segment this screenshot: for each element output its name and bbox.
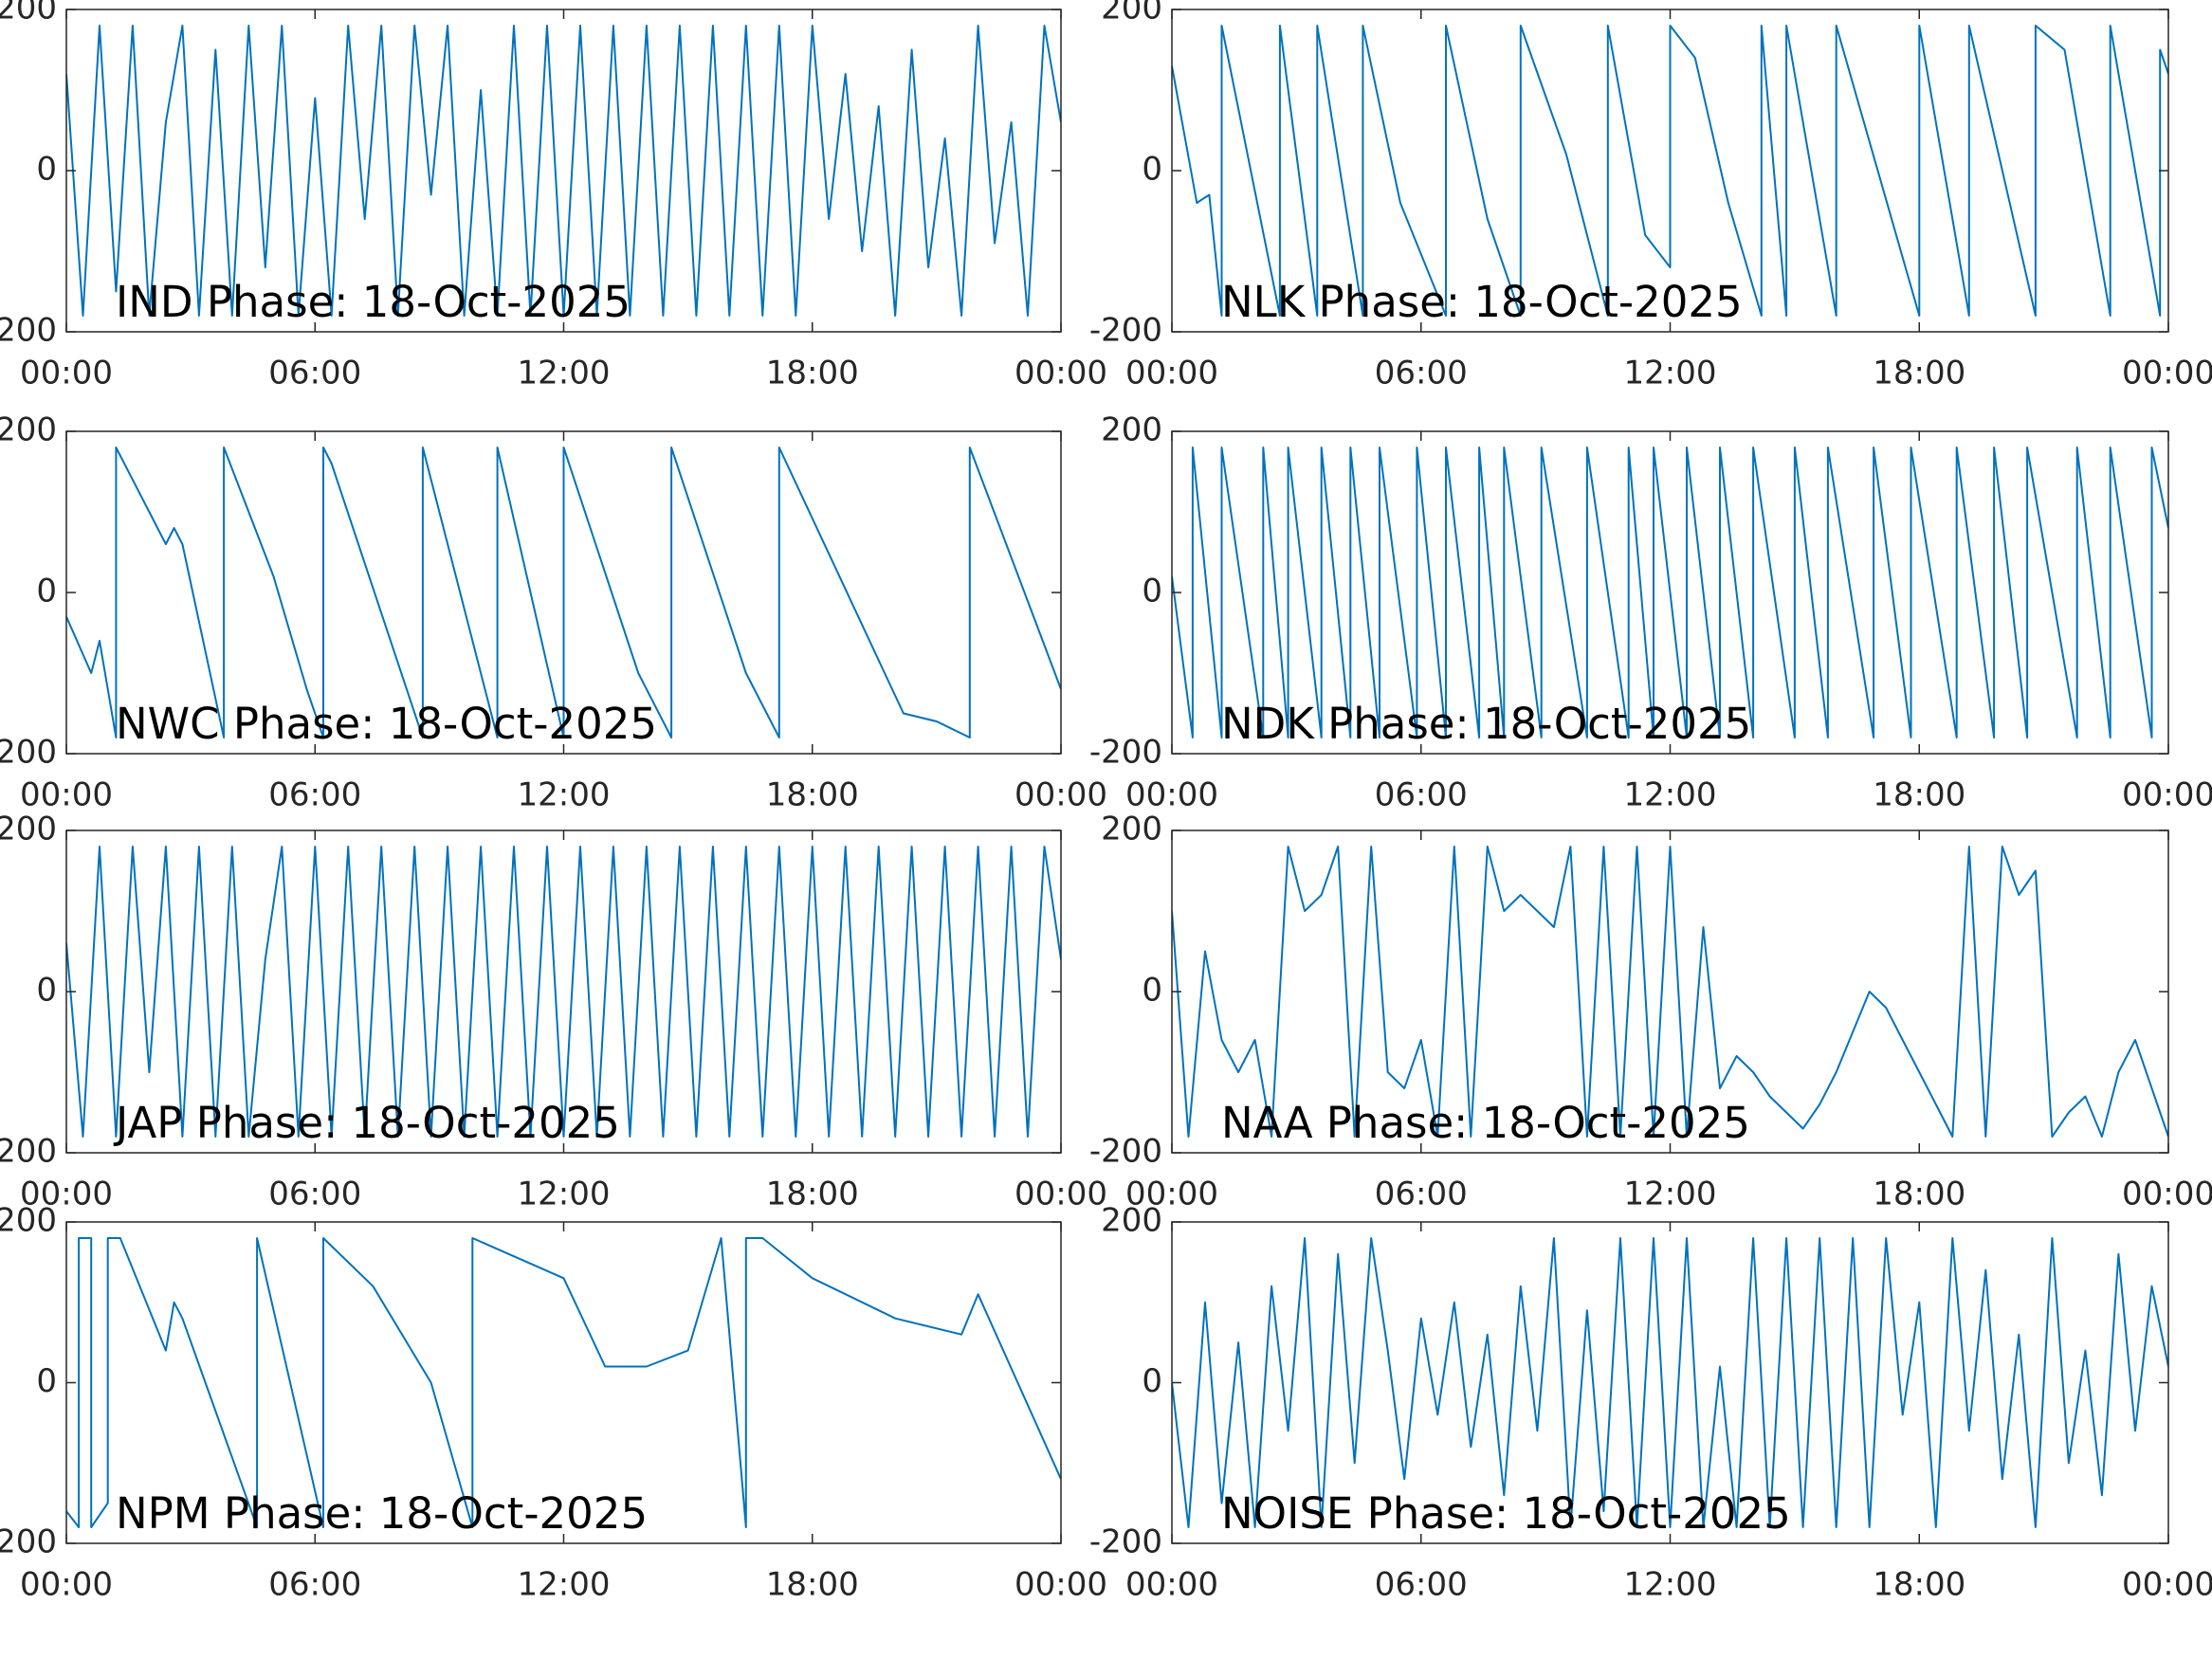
panel-title: NAA Phase: 18-Oct-2025 [1221,1098,1750,1148]
y-tick-label: -200 [0,312,57,350]
plot-area [66,846,1061,1138]
phase-line [66,447,1061,738]
y-tick-label: 0 [36,151,57,189]
x-tick-label: 00:00 [1125,355,1218,392]
x-tick-label: 12:00 [1624,776,1717,814]
plot-area [1172,25,2168,317]
phase-line [66,846,1061,1138]
y-tick-label: 200 [1101,411,1162,449]
x-tick-label: 12:00 [518,1176,611,1213]
x-tick-label: 00:00 [1125,1566,1218,1604]
y-tick-label: 0 [36,573,57,611]
y-tick-label: 200 [0,411,57,449]
x-tick-label: 00:00 [1015,776,1107,814]
plot-area [66,447,1061,738]
x-tick-label: 18:00 [766,1176,859,1213]
y-tick-label: 0 [36,1362,57,1400]
plot-area [1172,447,2168,738]
y-tick-label: -200 [1089,1523,1162,1561]
x-tick-label: 00:00 [2122,776,2212,814]
phase-line [66,25,1061,317]
panel-title: NLK Phase: 18-Oct-2025 [1221,277,1743,327]
plot-area [1172,846,2168,1138]
x-tick-label: 00:00 [20,1566,113,1604]
x-tick-label: 00:00 [20,776,113,814]
x-tick-label: 18:00 [766,355,859,392]
x-tick-label: 18:00 [1873,1176,1965,1213]
y-tick-label: -200 [1089,312,1162,350]
plot-area [66,25,1061,317]
x-tick-label: 06:00 [268,776,361,814]
panel-title: JAP Phase: 18-Oct-2025 [113,1098,620,1148]
x-tick-label: 18:00 [766,1566,859,1604]
panel-title: NDK Phase: 18-Oct-2025 [1221,699,1751,749]
x-tick-label: 06:00 [1375,1566,1468,1604]
x-tick-label: 00:00 [1015,355,1107,392]
panel-title: NOISE Phase: 18-Oct-2025 [1221,1488,1791,1539]
x-tick-label: 12:00 [518,1566,611,1604]
x-tick-label: 06:00 [268,355,361,392]
phase-line [1172,25,2168,317]
phase-line [1172,1237,2168,1528]
y-tick-label: -200 [1089,734,1162,772]
y-tick-label: -200 [0,1133,57,1171]
panel-title: IND Phase: 18-Oct-2025 [116,277,631,327]
y-tick-label: 0 [1142,151,1162,189]
y-tick-label: -200 [0,734,57,772]
y-tick-label: 200 [1101,1202,1162,1240]
x-tick-label: 06:00 [268,1176,361,1213]
y-tick-label: 200 [0,1202,57,1240]
plot-area [66,1237,1061,1528]
x-tick-label: 06:00 [1375,776,1468,814]
x-tick-label: 12:00 [1624,355,1717,392]
x-tick-label: 18:00 [1873,776,1965,814]
x-tick-label: 00:00 [2122,355,2212,392]
x-tick-label: 00:00 [20,1176,113,1213]
y-tick-label: 200 [0,0,57,27]
panel-title: NPM Phase: 18-Oct-2025 [116,1488,648,1539]
y-tick-label: 200 [0,811,57,848]
x-tick-label: 00:00 [20,355,113,392]
x-tick-label: 18:00 [1873,355,1965,392]
x-tick-label: 18:00 [766,776,859,814]
y-tick-label: 0 [36,972,57,1010]
y-tick-label: 0 [1142,1362,1162,1400]
x-tick-label: 18:00 [1873,1566,1965,1604]
x-tick-label: 06:00 [268,1566,361,1604]
x-tick-label: 00:00 [1125,1176,1218,1213]
plot-area [1172,1237,2168,1528]
panel-title: NWC Phase: 18-Oct-2025 [116,699,657,749]
y-tick-label: -200 [0,1523,57,1561]
phase-line [66,1237,1061,1528]
x-tick-label: 06:00 [1375,355,1468,392]
y-tick-label: 200 [1101,0,1162,27]
x-tick-label: 00:00 [2122,1176,2212,1213]
x-tick-label: 12:00 [1624,1566,1717,1604]
x-tick-label: 12:00 [1624,1176,1717,1213]
phase-line [1172,447,2168,738]
x-tick-label: 00:00 [1125,776,1218,814]
x-tick-label: 12:00 [518,355,611,392]
y-tick-label: 200 [1101,811,1162,848]
x-tick-label: 00:00 [2122,1566,2212,1604]
phase-line [1172,846,2168,1138]
x-tick-label: 00:00 [1015,1566,1107,1604]
y-tick-label: -200 [1089,1133,1162,1171]
y-tick-label: 0 [1142,972,1162,1010]
x-tick-label: 06:00 [1375,1176,1468,1213]
y-tick-label: 0 [1142,573,1162,611]
x-tick-label: 12:00 [518,776,611,814]
x-tick-label: 00:00 [1015,1176,1107,1213]
